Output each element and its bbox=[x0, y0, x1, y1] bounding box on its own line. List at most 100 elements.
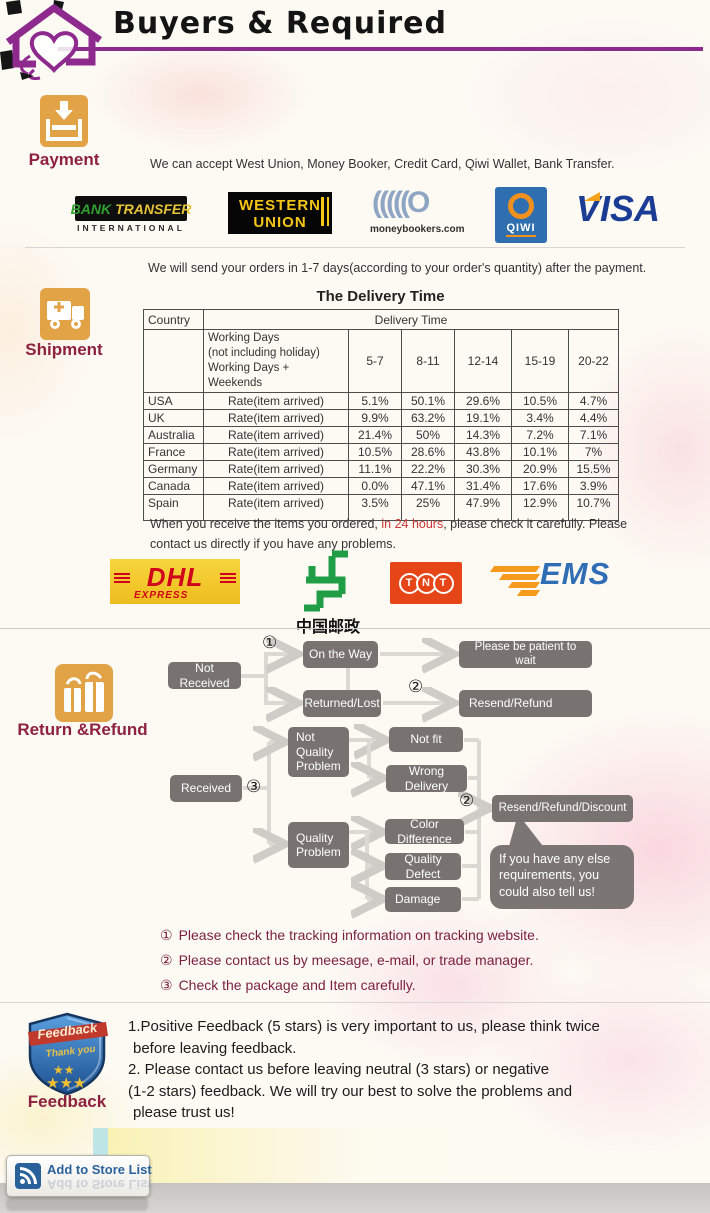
footer-yellow-band bbox=[108, 1128, 558, 1184]
dhl-dash-icon bbox=[114, 573, 130, 583]
flow-patient: Please be patient to wait bbox=[459, 641, 592, 668]
feedback-line: 1.Positive Feedback (5 stars) is very im… bbox=[128, 1018, 600, 1035]
house-heart-logo-icon bbox=[0, 0, 102, 80]
divider bbox=[25, 247, 685, 248]
flow-marker-2: ② bbox=[408, 677, 424, 696]
rate-cell: 63.2% bbox=[401, 408, 455, 427]
note-text: Please contact us by meesage, e-mail, or… bbox=[178, 952, 534, 968]
col-header-delivery-time: Delivery Time bbox=[202, 309, 620, 330]
qiwi-ring-icon bbox=[508, 193, 534, 219]
table-row: Australia Rate(item arrived) 21.4% 50% 1… bbox=[143, 425, 620, 444]
feedback-line: 2. Please contact us before leaving neut… bbox=[128, 1061, 550, 1078]
rate-cell: 10.1% bbox=[511, 442, 569, 461]
add-to-store-list-label: Add to Store List bbox=[47, 1162, 152, 1177]
working-days-line: Working Days + Weekends bbox=[208, 361, 290, 389]
range-header: 8-11 bbox=[401, 329, 455, 393]
qiwi-logo: QIWI bbox=[495, 187, 547, 243]
rate-label-cell: Rate(item arrived) bbox=[203, 493, 349, 521]
feedback-text: 1.Positive Feedback (5 stars) is very im… bbox=[128, 1016, 658, 1124]
rate-cell: 3.5% bbox=[348, 493, 402, 521]
table-row: France Rate(item arrived) 10.5% 28.6% 43… bbox=[143, 442, 620, 461]
note-line: ② Please contact us by meesage, e-mail, o… bbox=[160, 952, 539, 969]
flow-color-difference: Color Difference bbox=[385, 817, 464, 846]
china-post-label: 中国邮政 bbox=[295, 619, 360, 636]
flow-not-fit: Not fit bbox=[389, 727, 463, 752]
rate-cell: 25% bbox=[401, 493, 455, 521]
note-marker: ② bbox=[160, 952, 173, 968]
range-header: 20-22 bbox=[567, 329, 620, 393]
flow-resend-refund: Resend/Refund bbox=[459, 690, 592, 717]
rate-cell: 28.6% bbox=[401, 442, 455, 461]
moneybookers-label: moneybookers.com bbox=[370, 224, 465, 235]
table-cell-empty bbox=[143, 329, 204, 393]
tnt-letter: T bbox=[432, 572, 454, 594]
button-reflection bbox=[6, 1197, 148, 1211]
rate-cell: 3.9% bbox=[567, 476, 620, 495]
range-header: 5-7 bbox=[348, 329, 402, 393]
dhl-logo: DHL EXPRESS bbox=[110, 559, 240, 604]
delivery-table: Country Delivery Time Working Days (not … bbox=[143, 309, 620, 521]
rate-cell: 29.6% bbox=[454, 391, 512, 410]
western-union-logo: WESTERN UNION bbox=[228, 192, 332, 234]
western-union-line2: UNION bbox=[253, 214, 307, 232]
bank-transfer-word1: BANK bbox=[70, 200, 112, 217]
table-row: Spain Rate(item arrived) 3.5% 25% 47.9% … bbox=[143, 493, 620, 521]
feedback-shield-icon: Feedback Thank you ★★ ★★★ bbox=[28, 1012, 108, 1096]
rss-icon bbox=[15, 1163, 41, 1189]
table-row: Canada Rate(item arrived) 0.0% 47.1% 31.… bbox=[143, 476, 620, 495]
shipment-notice: When you receive the items you ordered, … bbox=[150, 514, 630, 554]
flow-marker-2b: ② bbox=[459, 791, 475, 810]
country-cell: Germany bbox=[143, 459, 204, 478]
rate-cell: 3.4% bbox=[511, 408, 569, 427]
svg-text:Feedback: Feedback bbox=[37, 1020, 99, 1042]
working-days-cell: Working Days (not including holiday) Wor… bbox=[203, 329, 349, 393]
range-header: 15-19 bbox=[511, 329, 569, 393]
rate-cell: 5.1% bbox=[348, 391, 402, 410]
dhl-sub-label: EXPRESS bbox=[134, 590, 189, 601]
qiwi-label: QIWI bbox=[506, 222, 536, 237]
tnt-logo: T N T bbox=[390, 562, 462, 604]
flow-received: Received bbox=[170, 775, 242, 802]
rate-cell: 0.0% bbox=[348, 476, 402, 495]
feedback-line: please trust us! bbox=[133, 1104, 235, 1121]
note-line: ① Please check the tracking information o… bbox=[160, 927, 539, 944]
note-marker: ① bbox=[160, 927, 173, 943]
note-text: Please check the tracking information on… bbox=[178, 927, 539, 943]
visa-flag-icon bbox=[584, 192, 600, 201]
flow-on-the-way: On the Way bbox=[303, 641, 378, 668]
gift-icon bbox=[55, 664, 113, 722]
china-post-emblem-icon bbox=[304, 550, 348, 612]
rate-cell: 10.5% bbox=[511, 391, 569, 410]
rate-cell: 43.8% bbox=[454, 442, 512, 461]
col-header-country: Country bbox=[143, 309, 204, 330]
western-union-line1: WESTERN bbox=[239, 197, 321, 214]
rate-label-cell: Rate(item arrived) bbox=[203, 391, 349, 410]
rate-cell: 30.3% bbox=[454, 459, 512, 478]
divider bbox=[0, 628, 710, 629]
shipment-intro: We will send your orders in 1-7 days(acc… bbox=[148, 261, 647, 275]
rate-cell: 15.5% bbox=[567, 459, 620, 478]
page-title: Buyers & Required bbox=[113, 6, 448, 41]
dhl-label: DHL bbox=[146, 562, 204, 592]
table-row: USA Rate(item arrived) 5.1% 50.1% 29.6% … bbox=[143, 391, 620, 410]
rate-cell: 31.4% bbox=[454, 476, 512, 495]
add-to-store-list-button[interactable]: Add to Store List Add to Store List bbox=[6, 1155, 152, 1197]
svg-text:Thank you: Thank you bbox=[45, 1044, 96, 1060]
flow-marker-3: ③ bbox=[246, 777, 262, 796]
rate-cell: 7.1% bbox=[567, 425, 620, 444]
working-days-line: (not including holiday) bbox=[208, 346, 320, 359]
rate-cell: 7% bbox=[567, 442, 620, 461]
rate-cell: 19.1% bbox=[454, 408, 512, 427]
rate-cell: 50% bbox=[401, 425, 455, 444]
bank-transfer-logo: BANK TRANSFER bbox=[71, 196, 191, 221]
western-union-bar bbox=[321, 197, 324, 226]
feedback-line: before leaving feedback. bbox=[133, 1039, 297, 1057]
rate-cell: 21.4% bbox=[348, 425, 402, 444]
feedback-section-label: Feedback bbox=[27, 1092, 107, 1111]
country-cell: Canada bbox=[143, 476, 204, 495]
country-cell: UK bbox=[143, 408, 204, 427]
moneybookers-arcs-icon: (((((O bbox=[372, 186, 430, 219]
rate-label-cell: Rate(item arrived) bbox=[203, 442, 349, 461]
shipment-section-label: Shipment bbox=[25, 340, 103, 359]
returns-section-label: Return &Refund bbox=[17, 720, 148, 739]
